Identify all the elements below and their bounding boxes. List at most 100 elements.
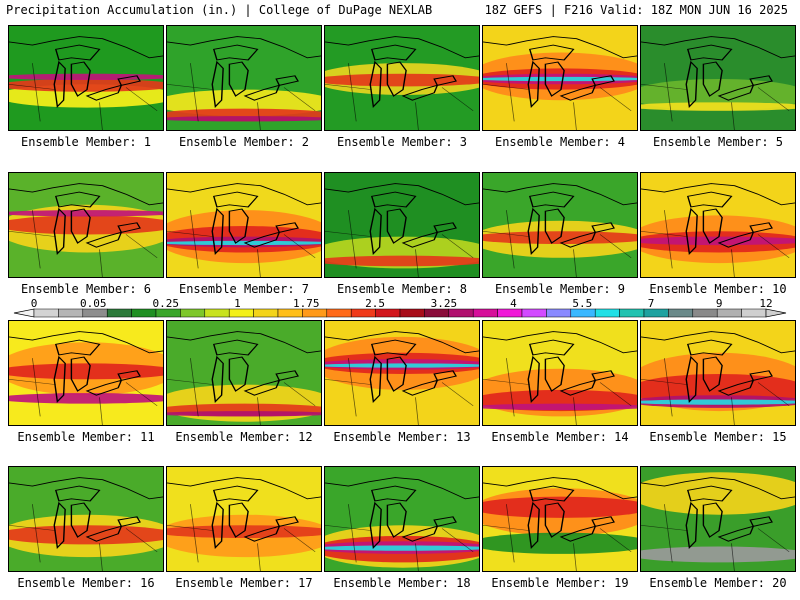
lake-outline — [559, 379, 597, 396]
state-line — [9, 63, 158, 130]
ensemble-panel — [640, 172, 796, 278]
lake-outline — [54, 191, 101, 208]
lake-outline — [369, 355, 382, 403]
state-line — [483, 63, 632, 130]
colorbar-tick-label: 0.25 — [152, 297, 180, 310]
lake-outline — [544, 502, 565, 538]
ensemble-panel — [482, 25, 638, 131]
ensemble-panel — [482, 320, 638, 426]
colorbar-segment — [277, 308, 303, 318]
border-line — [9, 331, 163, 354]
lake-outline — [370, 485, 417, 502]
member-label: Ensemble Member: 14 — [491, 430, 629, 444]
colorbar-max-arrow — [765, 308, 787, 318]
lake-outline — [211, 60, 224, 108]
colorbar-segment — [619, 308, 645, 318]
lake-outline — [370, 339, 417, 356]
lake-outline — [527, 60, 540, 108]
member-label: Ensemble Member: 17 — [175, 576, 313, 590]
precip-band — [325, 73, 479, 87]
precip-field — [641, 26, 795, 130]
lake-outline — [117, 222, 141, 233]
ensemble-panel — [482, 172, 638, 278]
state-line — [325, 63, 474, 130]
colorbar-segment — [399, 308, 425, 318]
colorbar-segment — [180, 308, 206, 318]
member-label: Ensemble Member: 8 — [336, 282, 468, 296]
border-line — [325, 183, 479, 206]
precip-band — [641, 546, 795, 563]
colorbar-tick-label: 3.25 — [430, 297, 458, 310]
colorbar-tick-label: 4 — [510, 297, 517, 310]
lake-outline — [685, 207, 698, 255]
lake-outline — [386, 208, 407, 244]
colorbar-segment — [350, 308, 376, 318]
lake-outline — [433, 222, 457, 233]
lake-outline — [717, 231, 755, 248]
colorbar-segment — [82, 308, 108, 318]
ensemble-panel — [482, 466, 638, 572]
precip-band — [325, 545, 479, 551]
member-label: Ensemble Member: 16 — [17, 576, 155, 590]
lake-outline — [591, 75, 615, 86]
lake-outline — [212, 485, 259, 502]
lake-outline — [401, 84, 439, 101]
ensemble-panel — [8, 320, 164, 426]
precip-band — [325, 363, 479, 368]
border-line — [167, 36, 321, 59]
state-line — [641, 210, 790, 277]
lake-outline — [702, 356, 723, 392]
lake-outline — [117, 516, 141, 527]
lake-outline — [686, 339, 733, 356]
lake-outline — [559, 231, 597, 248]
colorbar-segment — [570, 308, 596, 318]
lake-outline — [70, 502, 91, 538]
lake-outline — [275, 75, 299, 86]
precip-band — [483, 231, 637, 245]
ensemble-panel — [166, 320, 322, 426]
ensemble-panel — [640, 25, 796, 131]
lake-outline — [528, 485, 575, 502]
lake-outline — [528, 191, 575, 208]
lake-outline — [401, 379, 439, 396]
state-line — [9, 210, 158, 277]
colorbar-segment — [228, 308, 254, 318]
border-line — [325, 36, 479, 59]
lake-outline — [85, 379, 123, 396]
ensemble-panel — [640, 320, 796, 426]
lake-outline — [275, 222, 299, 233]
lake-outline — [70, 61, 91, 97]
colorbar-segment — [155, 308, 181, 318]
member-label: Ensemble Member: 6 — [20, 282, 152, 296]
lake-outline — [228, 356, 249, 392]
precip-band — [9, 363, 163, 380]
lake-outline — [527, 355, 540, 403]
colorbar-tick-label: 0.05 — [80, 297, 107, 310]
colorbar-tick-label: 0 — [30, 297, 38, 310]
precip-band — [483, 403, 637, 411]
header-run-info: 18Z GEFS | F216 Valid: 18Z MON JUN 16 20… — [484, 3, 788, 17]
colorbar-segment — [58, 308, 84, 318]
member-label: Ensemble Member: 1 — [20, 135, 152, 149]
precip-band — [9, 393, 163, 404]
border-line — [641, 331, 795, 354]
colorbar-tick-label: 2.5 — [365, 297, 386, 310]
lake-outline — [591, 516, 615, 527]
ensemble-panel — [324, 466, 480, 572]
lake-outline — [117, 75, 141, 86]
precip-band — [9, 210, 163, 217]
colorbar-segment — [375, 308, 401, 318]
border-line — [483, 477, 637, 500]
member-label: Ensemble Member: 7 — [178, 282, 310, 296]
lake-outline — [433, 370, 457, 381]
lake-outline — [702, 208, 723, 244]
lake-outline — [717, 525, 755, 542]
colorbar-tick-label: 7 — [647, 297, 655, 310]
lake-outline — [275, 370, 299, 381]
lake-outline — [717, 379, 755, 396]
lake-outline — [686, 191, 733, 208]
member-label: Ensemble Member: 3 — [336, 135, 468, 149]
border-line — [641, 477, 795, 500]
lake-outline — [591, 222, 615, 233]
colorbar-segment — [33, 308, 59, 318]
